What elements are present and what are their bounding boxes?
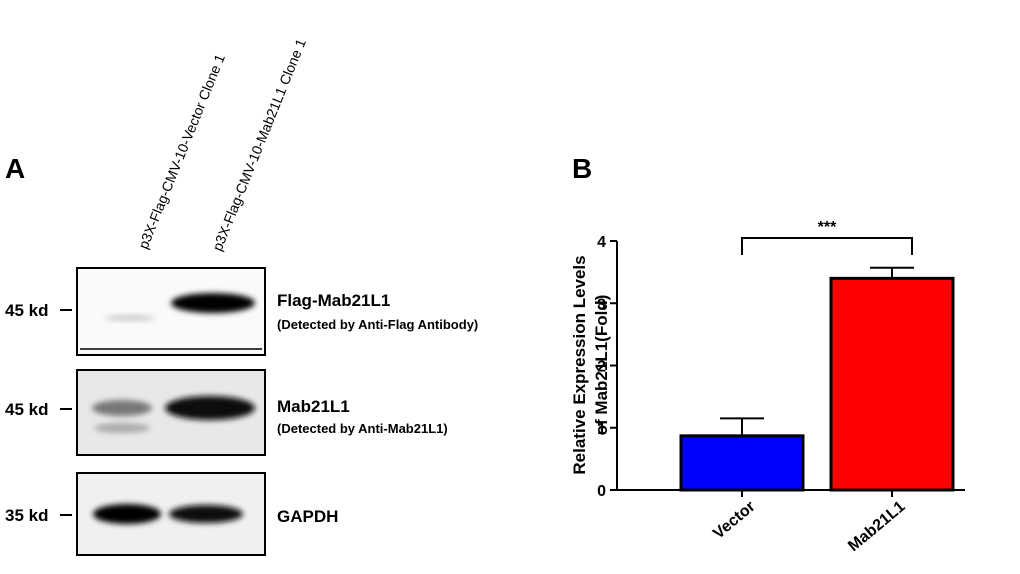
lane-label: p3X-Flag-CMV-10-Vector Clone 1 bbox=[135, 52, 228, 252]
panel-label: B bbox=[572, 153, 592, 184]
blot-label: Flag-Mab21L1 bbox=[277, 291, 390, 310]
annotation: *** bbox=[818, 219, 837, 236]
y-tick-label: 3 bbox=[597, 296, 606, 313]
y-axis-label: Relative Expression Levels bbox=[570, 255, 589, 474]
size-marker: 45 kd bbox=[5, 301, 48, 320]
blot-note: (Detected by Anti-Flag Antibody) bbox=[277, 317, 478, 332]
blot-label: GAPDH bbox=[277, 507, 338, 526]
y-tick-label: 1 bbox=[597, 421, 606, 438]
y-tick-label: 2 bbox=[597, 359, 606, 376]
blot bbox=[76, 267, 266, 356]
x-tick-label: Mab21L1 bbox=[845, 498, 908, 555]
blot bbox=[76, 369, 266, 456]
x-tick-label: Vector bbox=[710, 498, 758, 542]
size-marker: 45 kd bbox=[5, 400, 48, 419]
size-marker: 35 kd bbox=[5, 506, 48, 525]
bar bbox=[829, 276, 955, 492]
y-axis-label: of Mab21L1(Fold) bbox=[592, 295, 611, 436]
blot bbox=[76, 472, 266, 556]
significance-bracket bbox=[741, 237, 913, 255]
y-tick-label: 4 bbox=[597, 234, 606, 251]
blot-label: Mab21L1 bbox=[277, 397, 350, 416]
panel-label: A bbox=[5, 153, 25, 184]
lane-label: p3X-Flag-CMV-10-Mab21L1 Clone 1 bbox=[209, 36, 309, 253]
bar bbox=[679, 434, 805, 492]
y-tick-label: 0 bbox=[597, 483, 606, 500]
blot-note: (Detected by Anti-Mab21L1) bbox=[277, 421, 448, 436]
